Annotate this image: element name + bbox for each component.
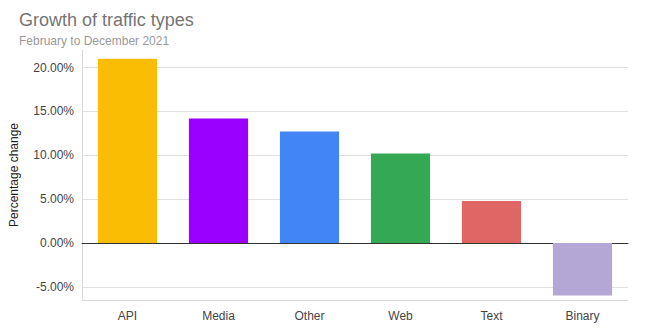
svg-text:Text: Text xyxy=(480,309,503,323)
svg-text:10.00%: 10.00% xyxy=(33,148,74,162)
svg-text:Media: Media xyxy=(202,309,235,323)
svg-text:5.00%: 5.00% xyxy=(40,192,74,206)
svg-text:Percentage change: Percentage change xyxy=(7,123,21,227)
svg-text:15.00%: 15.00% xyxy=(33,104,74,118)
svg-text:20.00%: 20.00% xyxy=(33,61,74,75)
svg-text:Other: Other xyxy=(294,309,324,323)
svg-text:API: API xyxy=(118,309,137,323)
svg-text:0.00%: 0.00% xyxy=(40,236,74,250)
svg-text:-5.00%: -5.00% xyxy=(36,280,74,294)
svg-text:Binary: Binary xyxy=(565,309,599,323)
svg-text:Web: Web xyxy=(388,309,413,323)
svg-text:February to December 2021: February to December 2021 xyxy=(19,34,169,48)
svg-text:Growth of traffic types: Growth of traffic types xyxy=(19,10,194,30)
